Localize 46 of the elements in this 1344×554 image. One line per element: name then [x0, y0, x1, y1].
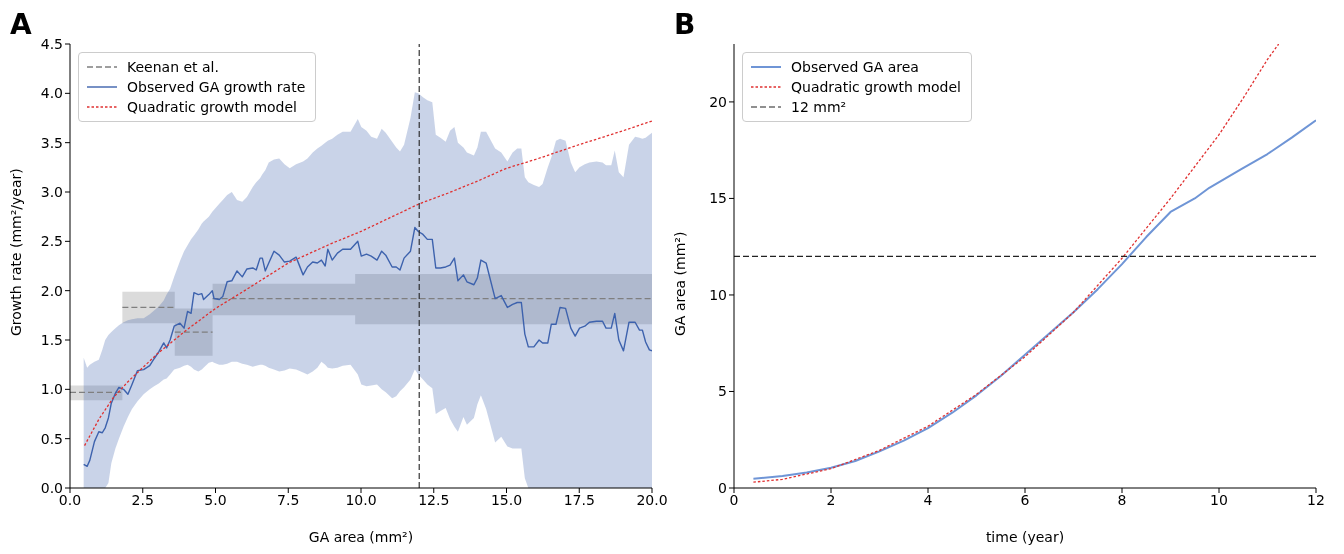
x-tick-label: 6 [1020, 491, 1030, 508]
legend-label: Quadratic growth model [127, 99, 297, 115]
y-tick-label: 1.5 [40, 331, 63, 348]
chart-title: A [10, 8, 32, 41]
y-tick-label: 10 [709, 286, 727, 303]
x-tick-label: 2 [826, 491, 836, 508]
legend-label: Keenan et al. [127, 59, 219, 75]
x-tick-label: 8 [1117, 491, 1127, 508]
x-axis-title: time (year) [985, 529, 1065, 545]
y-axis-title: GA area (mm²) [671, 231, 688, 336]
line-series [752, 119, 1316, 480]
y-tick-label: 5 [718, 383, 727, 400]
y-tick-label: 15 [709, 190, 727, 207]
x-tick-label: 7.5 [277, 491, 300, 508]
x-tick-label: 0 [729, 491, 739, 508]
line-series [752, 44, 1280, 483]
x-tick-label: 12 [1307, 491, 1325, 508]
chart-title: B [674, 8, 696, 41]
y-tick-label: 4.5 [40, 35, 63, 52]
y-tick-label: 4.0 [40, 85, 63, 102]
y-tick-label: 3.5 [40, 134, 63, 151]
x-axis-title: GA area (mm²) [308, 529, 414, 545]
x-tick-label: 5.0 [204, 491, 227, 508]
y-tick-label: 0 [718, 479, 727, 496]
x-tick-label: 4 [923, 491, 933, 508]
x-tick-label: 10.0 [345, 491, 377, 508]
y-tick-label: 1.0 [40, 381, 63, 398]
y-tick-label: 0.0 [40, 479, 63, 496]
y-tick-label: 2.5 [40, 233, 63, 250]
legend-label: 12 mm² [791, 99, 847, 115]
legend-label: Quadratic growth model [791, 79, 961, 95]
x-tick-label: 2.5 [131, 491, 154, 508]
x-tick-label: 15.0 [490, 491, 523, 508]
y-tick-label: 3.0 [40, 183, 63, 200]
line-series [83, 120, 652, 447]
x-tick-label: 17.5 [563, 491, 595, 508]
y-tick-label: 2.0 [40, 282, 63, 299]
legend-label: Observed GA area [791, 59, 919, 75]
legend-label: Observed GA growth rate [127, 79, 306, 95]
line-series [82, 226, 652, 467]
y-tick-label: 20 [709, 93, 727, 110]
x-tick-label: 12.5 [418, 491, 450, 508]
y-tick-label: 0.5 [40, 430, 63, 447]
y-axis-title: Growth rate (mm²/year) [7, 168, 24, 336]
x-tick-label: 20.0 [636, 491, 668, 508]
x-tick-label: 10 [1210, 491, 1228, 508]
